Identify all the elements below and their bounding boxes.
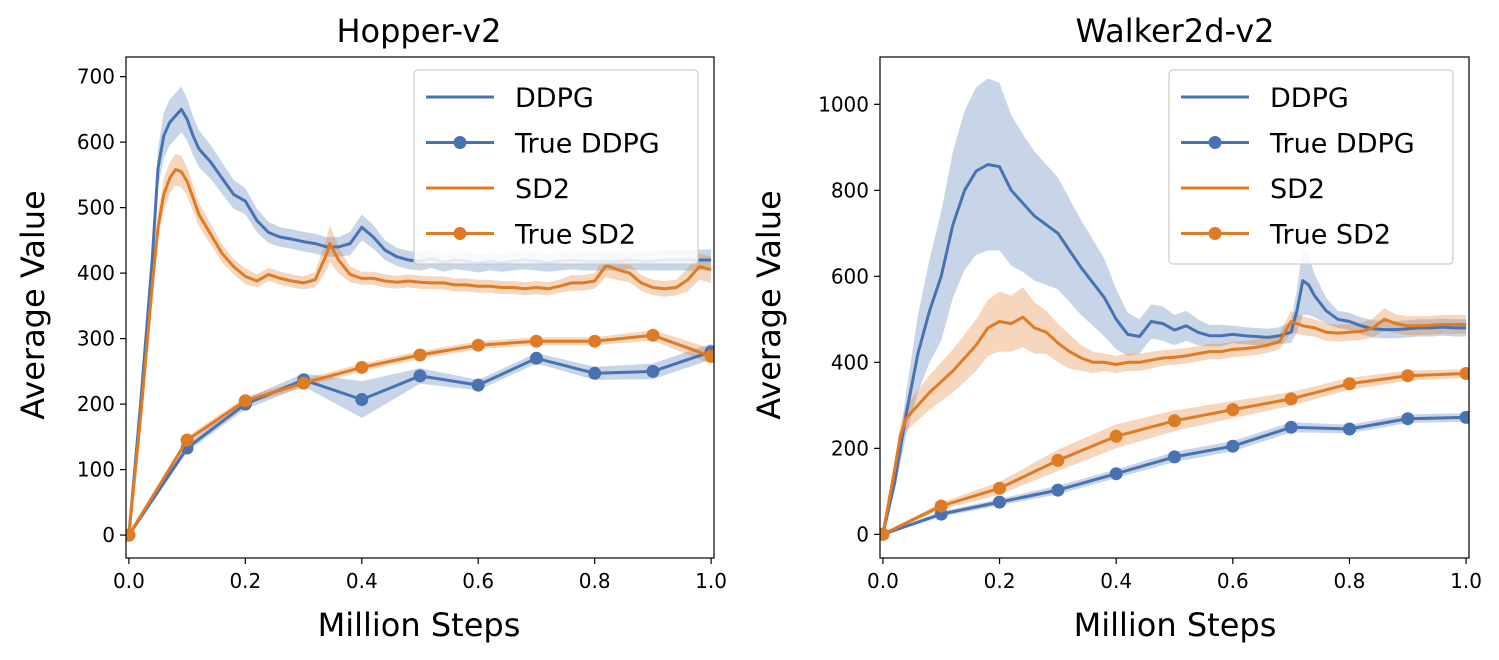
- true-ddpg-point: [646, 364, 660, 378]
- y-tick-label: 100: [77, 458, 115, 482]
- y-tick-label: 0: [856, 522, 869, 546]
- ddpg-band: [128, 86, 712, 536]
- y-tick-label: 600: [77, 130, 115, 154]
- x-tick-label: 0.2: [229, 569, 261, 593]
- y-tick-label: 400: [77, 261, 115, 285]
- legend-marker-true-sd2: [1208, 227, 1222, 240]
- y-tick-label: 200: [831, 436, 869, 460]
- legend: DDPG True DDPG SD2 True SD2: [413, 69, 699, 265]
- true-ddpg-point: [529, 351, 543, 365]
- true-ddpg-point: [355, 393, 369, 406]
- true-sd2-point: [934, 499, 948, 513]
- legend-label-true-ddpg: True DDPG: [1269, 129, 1415, 160]
- x-tick-label: 0.2: [984, 569, 1016, 593]
- true-sd2-point: [646, 328, 660, 342]
- x-axis-label: Million Steps: [1074, 606, 1277, 644]
- legend-label-sd2: SD2: [1270, 174, 1325, 205]
- true-sd2-point: [1051, 453, 1065, 467]
- sd2-line: [881, 315, 1467, 535]
- axes-frame: [125, 56, 715, 559]
- true-ddpg-point: [1109, 467, 1123, 481]
- sd2-band: [882, 287, 1467, 535]
- legend-marker-true-ddpg: [1208, 136, 1222, 149]
- true-sd2-point: [1343, 377, 1356, 391]
- legend-marker-true-ddpg: [453, 136, 467, 149]
- y-tick-label: 600: [831, 264, 869, 288]
- true-ddpg-point: [1401, 412, 1415, 426]
- y-axis-label: Average Value: [750, 190, 788, 419]
- true-ddpg-point: [993, 495, 1006, 509]
- x-tick-label: 0.6: [1217, 569, 1249, 593]
- true-ddpg-line: [882, 415, 1467, 536]
- legend-label-true-sd2: True SD2: [514, 220, 636, 251]
- x-tick-label: 0.8: [579, 569, 611, 593]
- legend-label-true-ddpg: True DDPG: [514, 129, 660, 160]
- legend-label-sd2: SD2: [515, 174, 570, 205]
- y-axis-label: Average Value: [14, 190, 52, 419]
- legend-label-ddpg: DDPG: [1270, 83, 1349, 114]
- y-tick-label: 300: [77, 327, 115, 351]
- true-ddpg-point: [471, 378, 485, 392]
- legend-label-ddpg: DDPG: [515, 83, 594, 114]
- x-tick-label: 0.8: [1334, 569, 1366, 593]
- true-ddpg-point: [1168, 450, 1181, 464]
- y-tick-label: 0: [102, 523, 115, 547]
- ddpg-line: [881, 163, 1467, 535]
- true-ddpg-point: [1284, 420, 1298, 434]
- x-tick-label: 0.4: [346, 569, 378, 593]
- axes-frame: [879, 56, 1470, 559]
- x-tick-label: 0.0: [113, 569, 145, 593]
- legend: DDPG True DDPG SD2 True SD2: [1168, 69, 1454, 265]
- true-ddpg-point: [1051, 483, 1065, 497]
- y-tick-label: 1000: [818, 92, 869, 116]
- true-sd2-point: [126, 528, 136, 542]
- true-sd2-point: [1226, 403, 1240, 417]
- true-sd2-point: [993, 481, 1006, 495]
- true-sd2-point: [1284, 392, 1298, 406]
- true-sd2-point: [355, 360, 369, 374]
- y-tick-label: 700: [77, 65, 115, 89]
- x-tick-label: 0.6: [462, 569, 494, 593]
- y-tick-label: 500: [77, 196, 115, 220]
- true-sd2-point: [1109, 429, 1123, 443]
- true-sd2-point: [238, 394, 252, 408]
- true-ddpg-point: [1459, 410, 1469, 424]
- true-sd2-point: [1401, 369, 1415, 383]
- true-ddpg-point: [1343, 422, 1356, 436]
- x-axis-label: Million Steps: [318, 606, 521, 644]
- chart-title: Hopper-v2: [336, 12, 501, 50]
- hopper-chart: Hopper-v2 0.0 0.2 0.4 0.6 0.8 1.0 0 100 200 300 4…: [14, 12, 727, 644]
- true-ddpg-point: [1226, 439, 1240, 453]
- legend-box: [1168, 69, 1454, 265]
- sd2-band: [128, 153, 712, 536]
- legend-label-true-sd2: True SD2: [1269, 220, 1391, 251]
- y-tick-label: 800: [831, 178, 869, 202]
- true-ddpg-point: [588, 366, 602, 380]
- y-tick-label: 400: [831, 350, 869, 374]
- x-tick-label: 1.0: [1450, 569, 1482, 593]
- true-sd2-point: [529, 334, 543, 348]
- true-ddpg-band: [882, 413, 1467, 536]
- legend-marker-true-sd2: [453, 227, 467, 240]
- legend-box: [413, 69, 699, 265]
- true-sd2-point: [471, 338, 485, 352]
- walker2d-chart: Walker2d-v2 0.0 0.2 0.4 0.6 0.8 1.0 0 200 400 60…: [750, 12, 1482, 644]
- true-sd2-point: [1459, 367, 1469, 380]
- chart-title: Walker2d-v2: [1076, 12, 1275, 50]
- x-tick-label: 0.4: [1100, 569, 1132, 593]
- true-sd2-point: [588, 334, 602, 348]
- true-sd2-point: [413, 348, 427, 362]
- true-sd2-point: [1168, 414, 1181, 428]
- true-sd2-point: [880, 527, 890, 541]
- y-tick-label: 200: [77, 392, 115, 416]
- x-tick-label: 1.0: [695, 569, 727, 593]
- true-sd2-point: [704, 349, 714, 363]
- true-ddpg-point: [413, 369, 427, 383]
- true-sd2-point: [180, 433, 194, 447]
- ddpg-band: [882, 78, 1467, 535]
- sd2-line: [127, 168, 712, 536]
- true-sd2-point: [297, 376, 311, 390]
- x-tick-label: 0.0: [867, 569, 899, 593]
